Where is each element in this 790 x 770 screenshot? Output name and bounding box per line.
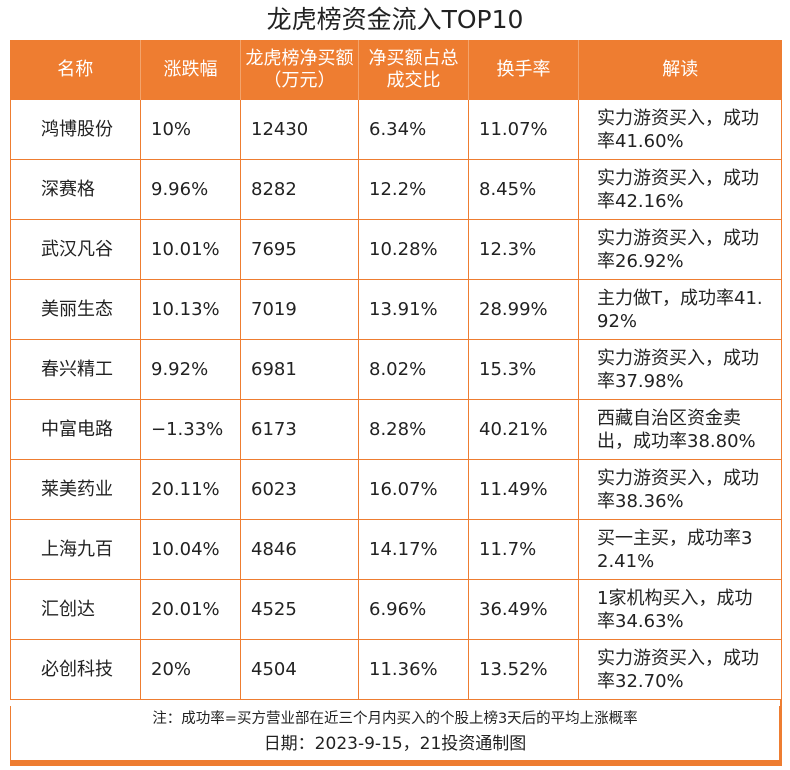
- net-buy-cell: 8282: [240, 159, 359, 220]
- change-cell: 10.01%: [140, 219, 241, 280]
- turnover-cell: 36.49%: [468, 579, 579, 640]
- header-change: 涨跌幅: [140, 40, 241, 100]
- table-row: 深赛格 9.96% 8282 12.2% 8.45% 实力游资买入，成功率42.16%: [10, 159, 782, 220]
- name-cell: 春兴精工: [10, 339, 141, 400]
- header-name: 名称: [10, 40, 141, 100]
- name-cell: 美丽生态: [10, 279, 141, 340]
- footnote: 注：成功率=买方营业部在近三个月内买入的个股上榜3天后的平均上涨概率: [152, 711, 638, 727]
- name-cell: 上海九百: [10, 519, 141, 580]
- header-net-buy: 龙虎榜净买额（万元）: [240, 40, 359, 100]
- table-row: 春兴精工 9.92% 6981 8.02% 15.3% 实力游资买入，成功率37.98%: [10, 339, 782, 400]
- net-ratio-cell: 8.02%: [358, 339, 469, 400]
- dateline: 日期：2023-9-15，21投资通制图: [263, 734, 527, 754]
- table-row: 中富电路 −1.33% 6173 8.28% 40.21% 西藏自治区资金卖出，成功率38…: [10, 399, 782, 460]
- note-cell: 实力游资买入，成功率42.16%: [578, 159, 782, 220]
- name-cell: 莱美药业: [10, 459, 141, 520]
- net-ratio-cell: 16.07%: [358, 459, 469, 520]
- turnover-cell: 8.45%: [468, 159, 579, 220]
- net-buy-cell: 6981: [240, 339, 359, 400]
- net-buy-cell: 12430: [240, 100, 359, 160]
- turnover-cell: 11.07%: [468, 100, 579, 160]
- net-buy-cell: 4525: [240, 579, 359, 640]
- note-cell: 实力游资买入，成功率41.60%: [578, 100, 782, 160]
- name-cell: 武汉凡谷: [10, 219, 141, 280]
- table-row: 美丽生态 10.13% 7019 13.91% 28.99% 主力做T，成功率41.92%: [10, 279, 782, 340]
- turnover-cell: 28.99%: [468, 279, 579, 340]
- table-row: 莱美药业 20.11% 6023 16.07% 11.49% 实力游资买入，成功率38.3…: [10, 459, 782, 520]
- note-cell: 买一主买，成功率32.41%: [578, 519, 782, 580]
- name-cell: 必创科技: [10, 639, 141, 700]
- table-row: 上海九百 10.04% 4846 14.17% 11.7% 买一主买，成功率32.41%: [10, 519, 782, 580]
- bottom-border: [10, 760, 782, 766]
- net-buy-cell: 7695: [240, 219, 359, 280]
- change-cell: 9.96%: [140, 159, 241, 220]
- table-row: 鸿博股份 10% 12430 6.34% 11.07% 实力游资买入，成功率41.60%: [10, 100, 782, 160]
- note-cell: 1家机构买入，成功率34.63%: [578, 579, 782, 640]
- net-ratio-cell: 13.91%: [358, 279, 469, 340]
- turnover-cell: 11.7%: [468, 519, 579, 580]
- net-ratio-cell: 11.36%: [358, 639, 469, 700]
- table-footer: 注：成功率=买方营业部在近三个月内买入的个股上榜3天后的平均上涨概率 日期：20…: [10, 706, 780, 764]
- change-cell: 9.92%: [140, 339, 241, 400]
- change-cell: 10.04%: [140, 519, 241, 580]
- net-buy-cell: 4846: [240, 519, 359, 580]
- header-note: 解读: [578, 40, 782, 100]
- note-cell: 实力游资买入，成功率32.70%: [578, 639, 782, 700]
- change-cell: 10%: [140, 100, 241, 160]
- header-turnover: 换手率: [468, 40, 579, 100]
- note-cell: 实力游资买入，成功率38.36%: [578, 459, 782, 520]
- header-net-ratio: 净买额占总成交比: [358, 40, 469, 100]
- turnover-cell: 12.3%: [468, 219, 579, 280]
- net-ratio-cell: 6.96%: [358, 579, 469, 640]
- turnover-cell: 40.21%: [468, 399, 579, 460]
- page-title: 龙虎榜资金流入TOP10: [266, 5, 524, 34]
- note-cell: 西藏自治区资金卖出，成功率38.80%: [578, 399, 782, 460]
- name-cell: 深赛格: [10, 159, 141, 220]
- turnover-cell: 13.52%: [468, 639, 579, 700]
- net-buy-cell: 4504: [240, 639, 359, 700]
- name-cell: 中富电路: [10, 399, 141, 460]
- change-cell: 20.01%: [140, 579, 241, 640]
- net-ratio-cell: 12.2%: [358, 159, 469, 220]
- turnover-cell: 11.49%: [468, 459, 579, 520]
- table-header-row: 名称 涨跌幅 龙虎榜净买额（万元） 净买额占总成交比 换手率 解读: [10, 40, 782, 100]
- table-row: 汇创达 20.01% 4525 6.96% 36.49% 1家机构买入，成功率34.63%: [10, 579, 782, 640]
- net-ratio-cell: 10.28%: [358, 219, 469, 280]
- change-cell: −1.33%: [140, 399, 241, 460]
- note-cell: 实力游资买入，成功率37.98%: [578, 339, 782, 400]
- turnover-cell: 15.3%: [468, 339, 579, 400]
- table-body: 鸿博股份 10% 12430 6.34% 11.07% 实力游资买入，成功率41.60% 深…: [10, 100, 782, 700]
- name-cell: 鸿博股份: [10, 100, 141, 160]
- net-ratio-cell: 14.17%: [358, 519, 469, 580]
- net-buy-cell: 6173: [240, 399, 359, 460]
- note-cell: 实力游资买入，成功率26.92%: [578, 219, 782, 280]
- name-cell: 汇创达: [10, 579, 141, 640]
- table-row: 武汉凡谷 10.01% 7695 10.28% 12.3% 实力游资买入，成功率26.92…: [10, 219, 782, 280]
- net-ratio-cell: 8.28%: [358, 399, 469, 460]
- note-cell: 主力做T，成功率41.92%: [578, 279, 782, 340]
- table-row: 必创科技 20% 4504 11.36% 13.52% 实力游资买入，成功率32.70%: [10, 639, 782, 700]
- net-buy-cell: 7019: [240, 279, 359, 340]
- change-cell: 10.13%: [140, 279, 241, 340]
- data-table: 名称 涨跌幅 龙虎榜净买额（万元） 净买额占总成交比 换手率 解读 鸿博股份 10…: [10, 40, 782, 700]
- change-cell: 20.11%: [140, 459, 241, 520]
- change-cell: 20%: [140, 639, 241, 700]
- net-buy-cell: 6023: [240, 459, 359, 520]
- net-ratio-cell: 6.34%: [358, 100, 469, 160]
